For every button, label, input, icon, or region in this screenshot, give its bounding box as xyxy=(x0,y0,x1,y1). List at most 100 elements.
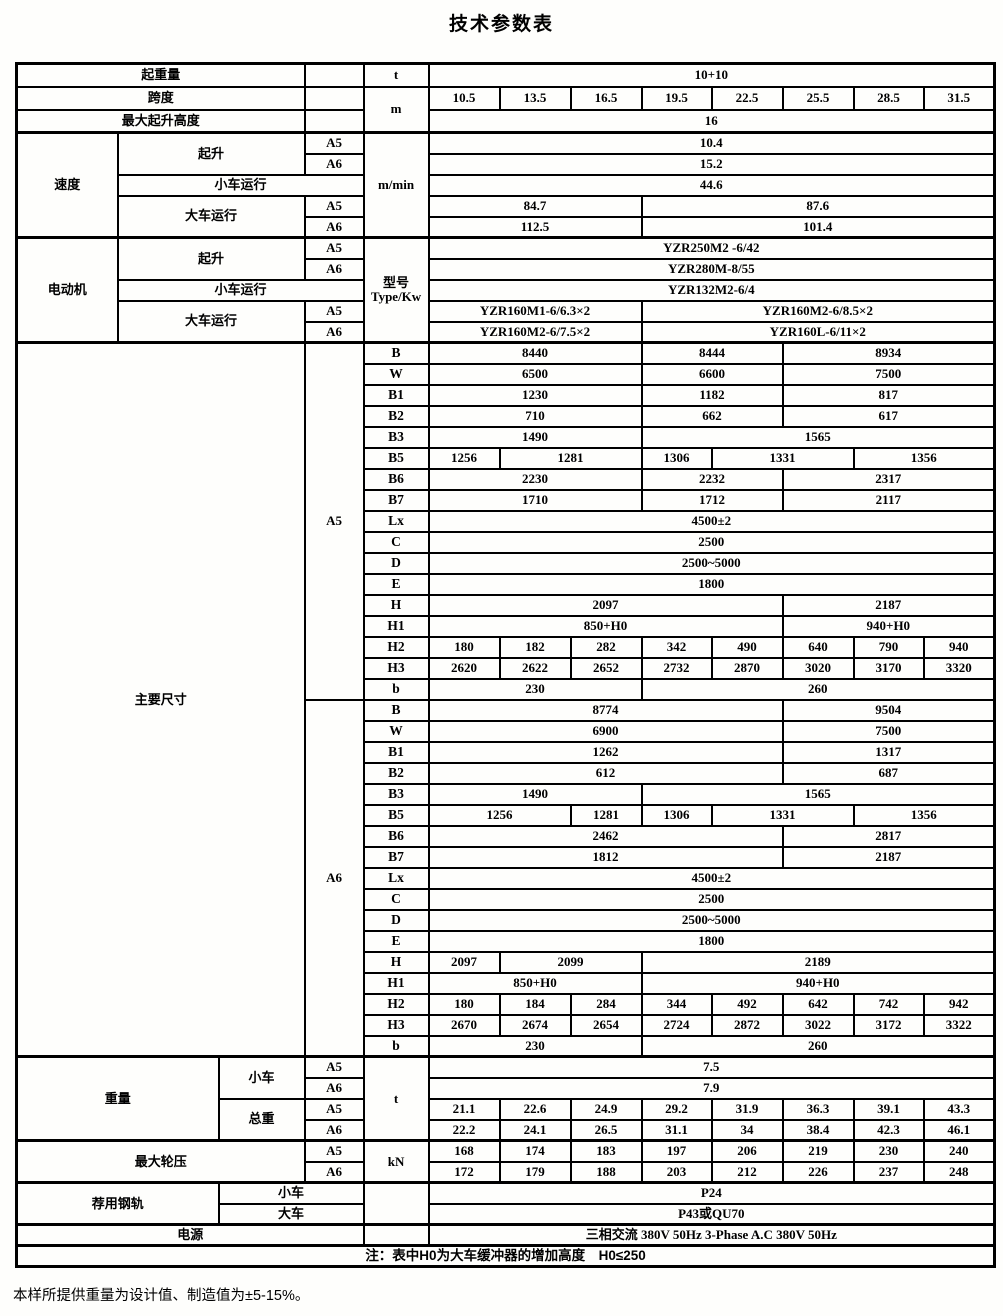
value-cell: 112.5 xyxy=(427,215,643,239)
value-cell: 1356 xyxy=(852,803,996,827)
table-row: 跨度 m 10.5 13.5 16.5 19.5 22.5 25.5 28.5 31.5 xyxy=(15,85,996,134)
dimension-label: H3 xyxy=(362,656,430,680)
sub-label: 小车运行 xyxy=(116,173,365,197)
value-cell: 1256 xyxy=(427,803,572,827)
value-cell: 43.3 xyxy=(922,1097,996,1121)
value-cell: 492 xyxy=(710,992,784,1016)
table-row: 小车运行 YZR132M2-6/4 xyxy=(17,278,996,302)
dimension-label: C xyxy=(362,530,430,554)
duty-class-label: A6 xyxy=(303,698,365,1058)
value-cell: 3322 xyxy=(922,1013,996,1037)
value-cell: 230 xyxy=(427,1034,643,1058)
value-cell: 179 xyxy=(498,1160,572,1184)
dimension-label: D xyxy=(362,908,430,932)
dimension-label: C xyxy=(362,887,430,911)
table-row: D 2500~5000 xyxy=(17,908,996,932)
sub-label: 大车运行 xyxy=(116,194,306,239)
duty-class-label: A5 xyxy=(303,194,365,218)
value-cell: 1800 xyxy=(427,572,996,596)
value-cell: 174 xyxy=(498,1139,572,1163)
value-cell: 1800 xyxy=(427,929,996,953)
value-cell: 36.3 xyxy=(781,1097,855,1121)
value-cell: 1306 xyxy=(640,803,713,827)
value-cell: 8444 xyxy=(640,341,784,365)
value-cell: 7.5 xyxy=(427,1055,996,1079)
value-cell: 7500 xyxy=(781,362,996,386)
group-label: 跨度 xyxy=(15,85,306,111)
duty-class-label: A6 xyxy=(303,257,365,281)
page-title: 技术参数表 xyxy=(448,14,554,35)
table-row: Lx 4500±2 xyxy=(17,866,996,890)
duty-class-label: A6 xyxy=(303,215,365,239)
value-cell: 230 xyxy=(852,1139,925,1163)
table-row: A6 112.5 101.4 xyxy=(17,215,996,239)
table-row: A6 YZR280M-8/55 xyxy=(17,257,996,281)
value-cell: 2097 xyxy=(427,950,501,974)
value-cell: 10.5 xyxy=(427,85,501,111)
value-cell: 940 xyxy=(922,635,996,659)
value-cell: 三相交流 380V 50Hz 3-Phase A.C 380V 50Hz xyxy=(427,1223,996,1247)
table-row: B1 1230 1182 817 xyxy=(17,383,996,407)
value-cell: 710 xyxy=(427,404,643,428)
value-cell: 790 xyxy=(852,635,925,659)
value-cell: 260 xyxy=(640,1034,996,1058)
dimension-label: B xyxy=(362,698,430,722)
table-row: W 6900 7500 xyxy=(17,719,996,743)
dimension-label: H2 xyxy=(362,635,430,659)
value-cell: 219 xyxy=(781,1139,855,1163)
value-cell: 1712 xyxy=(640,488,784,512)
table-row: H2 180 182 282 342 490 640 790 940 xyxy=(17,635,996,659)
value-cell: 1317 xyxy=(781,740,996,764)
value-cell: 2817 xyxy=(781,824,996,848)
table-row: 总重 A5 21.1 22.6 24.9 29.2 31.9 36.3 39.1 43.3 xyxy=(17,1097,996,1142)
value-cell: 182 xyxy=(498,635,572,659)
value-cell: 940+H0 xyxy=(781,614,996,638)
table-row: H 2097 2099 2189 xyxy=(17,950,996,974)
table-row: A6 22.2 24.1 26.5 31.1 34 38.4 42.3 46.1 xyxy=(17,1118,996,1142)
value-cell: 2317 xyxy=(781,467,996,491)
sub-label: 大车运行 xyxy=(116,299,306,344)
duty-class-label: A5 xyxy=(303,1055,365,1079)
table-row: A6 172 179 188 203 212 226 237 248 xyxy=(17,1160,996,1184)
value-cell: 850+H0 xyxy=(427,971,643,995)
group-label: 最大轮压 xyxy=(15,1139,306,1184)
dimension-label: W xyxy=(362,719,430,743)
dimension-label: E xyxy=(362,572,430,596)
value-cell: 21.1 xyxy=(427,1097,501,1121)
value-cell: 84.7 xyxy=(427,194,643,218)
value-cell: 38.4 xyxy=(781,1118,855,1142)
dimension-label: b xyxy=(362,677,430,701)
footer-note: 本样所提供重量为设计值、制造值为±5-15%。 xyxy=(13,1288,310,1304)
table-row: B2 710 662 617 xyxy=(17,404,996,428)
table-row: B1 1262 1317 xyxy=(17,740,996,764)
table-row: 电动机 起升 A5 型号 Type/Kw YZR250M2 -6/42 xyxy=(15,236,996,344)
value-cell: 940+H0 xyxy=(640,971,996,995)
dimension-label: H2 xyxy=(362,992,430,1016)
table-row: A6 YZR160M2-6/7.5×2 YZR160L-6/11×2 xyxy=(17,320,996,344)
dimension-label: B6 xyxy=(362,824,430,848)
value-cell: 240 xyxy=(922,1139,996,1163)
value-cell: 2724 xyxy=(640,1013,713,1037)
value-cell: 2230 xyxy=(427,467,643,491)
dimension-label: H1 xyxy=(362,971,430,995)
value-cell: 26.5 xyxy=(569,1118,643,1142)
value-cell: 282 xyxy=(569,635,643,659)
value-cell: 9504 xyxy=(781,698,996,722)
sub-label: 小车 xyxy=(217,1181,365,1205)
table-row: C 2500 xyxy=(17,530,996,554)
value-cell: 168 xyxy=(427,1139,501,1163)
value-cell: 742 xyxy=(852,992,925,1016)
value-cell: 184 xyxy=(498,992,572,1016)
dimension-label: B7 xyxy=(362,845,430,869)
table-row: 最大轮压 A5 kN 168 174 183 197 206 219 230 240 xyxy=(15,1139,996,1184)
value-cell: 2622 xyxy=(498,656,572,680)
parameters-table: 起重量 t 10+10 跨度 m 10.5 13.5 16.5 19.5 22.5 25.5 28.5… xyxy=(15,62,997,1268)
value-cell: 2099 xyxy=(498,950,643,974)
table-row: H3 2620 2622 2652 2732 2870 3020 3170 3320 xyxy=(17,656,996,680)
value-cell: 2870 xyxy=(710,656,784,680)
value-cell: 188 xyxy=(569,1160,643,1184)
value-cell: 2732 xyxy=(640,656,713,680)
dimension-label: B xyxy=(362,341,430,365)
value-cell: 22.6 xyxy=(498,1097,572,1121)
duty-class-label: A5 xyxy=(303,299,365,323)
